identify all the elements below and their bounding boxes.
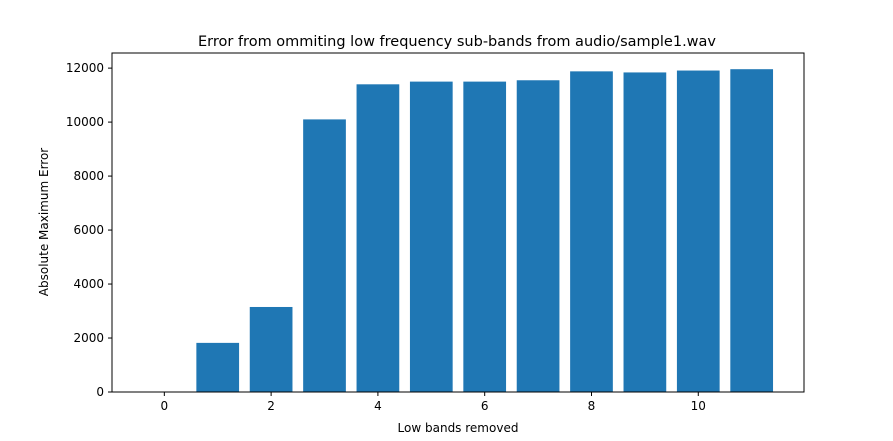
bar-2 — [249, 306, 293, 392]
y-tick-label: 4000 — [73, 277, 104, 291]
y-axis-label: Absolute Maximum Error — [37, 148, 51, 297]
y-tick-label: 8000 — [73, 169, 104, 183]
x-axis-label: Low bands removed — [398, 421, 519, 435]
bar-7 — [516, 80, 560, 393]
x-tick-label: 4 — [374, 399, 382, 413]
x-axis-ticks: 0 2 4 6 8 10 — [161, 392, 706, 413]
y-tick-label: 10000 — [66, 115, 104, 129]
bar-11 — [730, 69, 774, 392]
bar-4 — [356, 84, 400, 393]
x-tick-label: 8 — [588, 399, 596, 413]
y-tick-label: 12000 — [66, 61, 104, 75]
x-tick-label: 10 — [691, 399, 706, 413]
bar-1 — [196, 342, 240, 392]
y-tick-label: 6000 — [73, 223, 104, 237]
bar-3 — [303, 119, 346, 393]
y-tick-label: 0 — [96, 385, 104, 399]
x-tick-label: 2 — [267, 399, 275, 413]
bar-8 — [570, 71, 613, 392]
bar-10 — [676, 70, 720, 392]
y-tick-label: 2000 — [73, 331, 104, 345]
bar-5 — [409, 81, 453, 393]
bar-9 — [623, 72, 667, 393]
y-axis-ticks: 0 2000 4000 6000 8000 10000 12000 — [66, 61, 112, 399]
x-tick-label: 6 — [481, 399, 489, 413]
x-tick-label: 0 — [161, 399, 169, 413]
plot-frame — [111, 52, 805, 393]
bars-group — [196, 69, 774, 393]
bar-6 — [463, 81, 507, 393]
chart-title: Error from ommiting low frequency sub-ba… — [198, 34, 716, 50]
